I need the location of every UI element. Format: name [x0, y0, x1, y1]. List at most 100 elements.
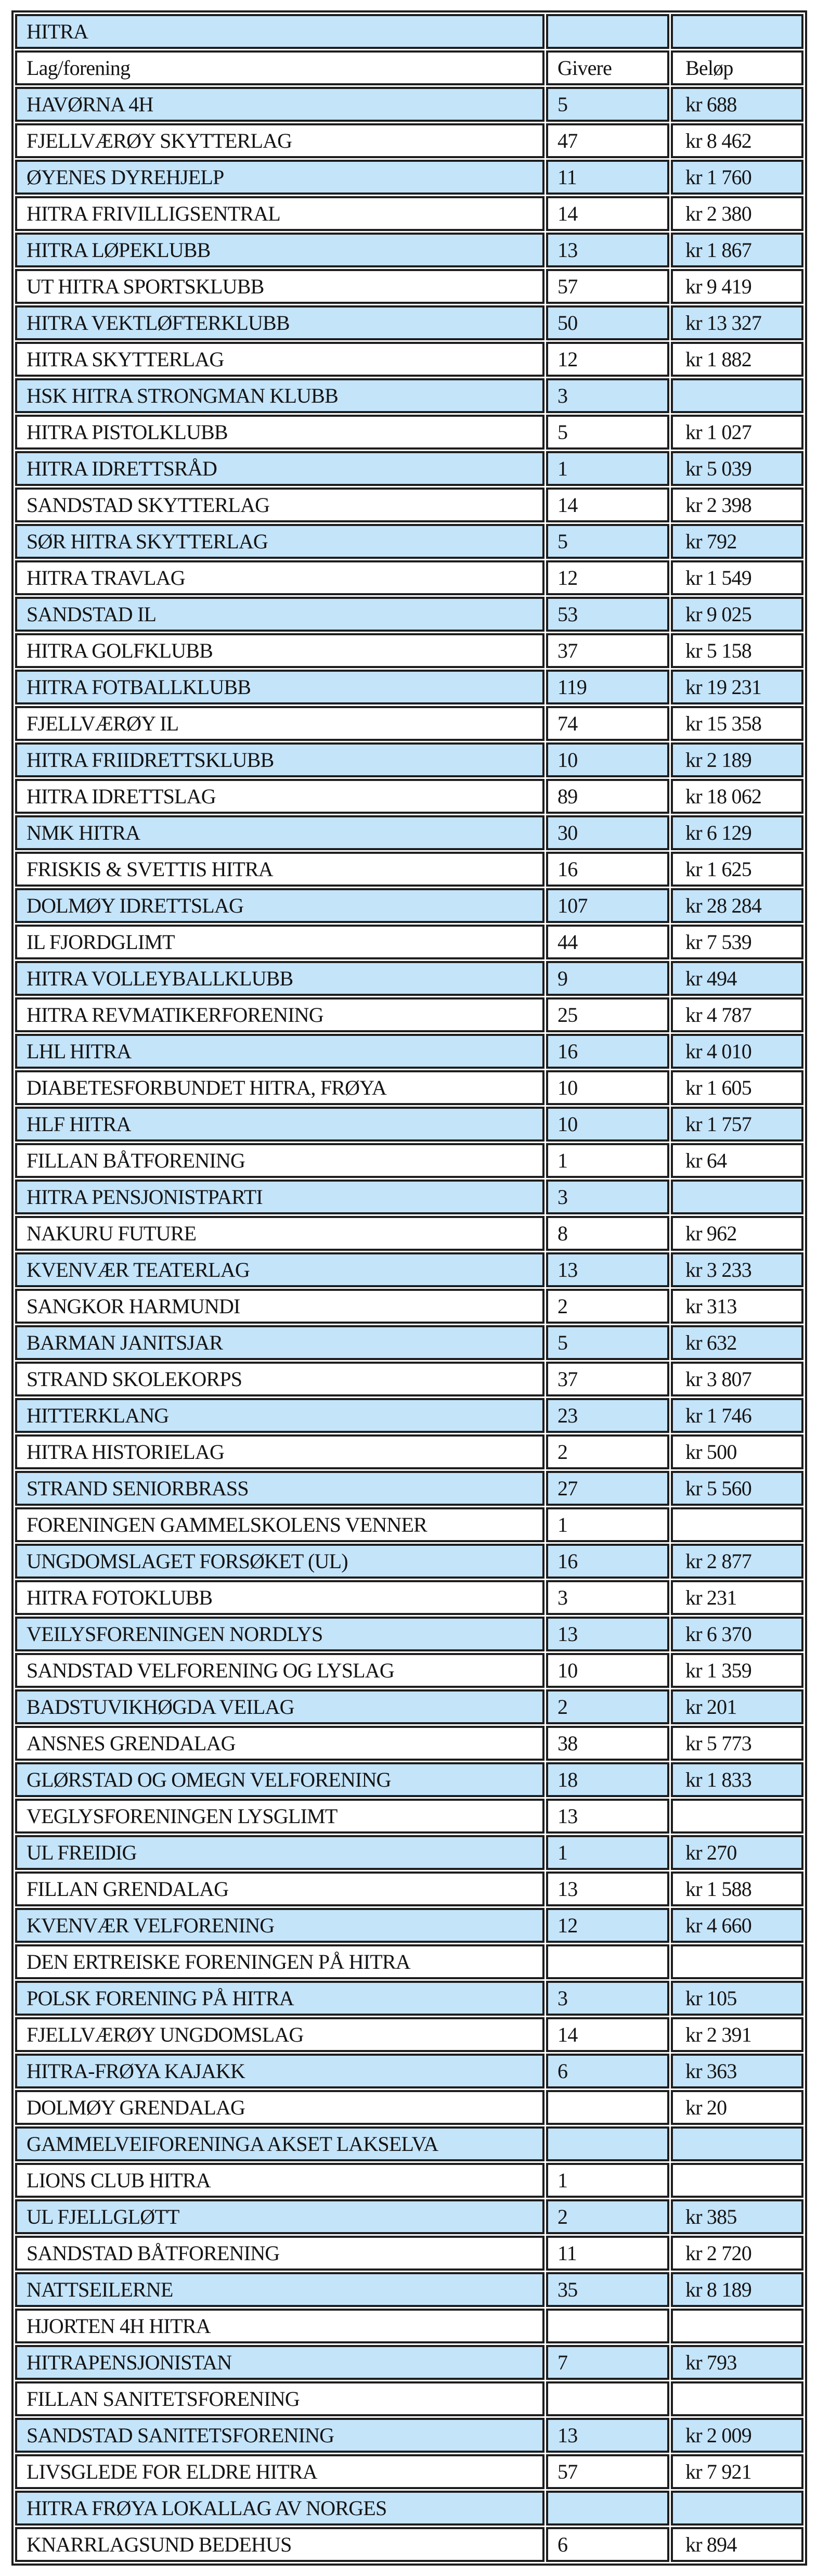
org-name-cell: FJELLVÆRØY IL	[15, 706, 544, 741]
givere-cell	[546, 2090, 669, 2125]
title-empty-cell	[546, 14, 669, 49]
org-name-cell: NAKURU FUTURE	[15, 1216, 544, 1251]
org-name-cell: HLF HITRA	[15, 1107, 544, 1142]
givere-cell: 119	[546, 670, 669, 704]
table-row: HITRA PISTOLKLUBB 5 kr 1 027	[15, 415, 803, 450]
belop-cell: kr 363	[671, 2054, 803, 2088]
table-row: HITRA SKYTTERLAG 12 kr 1 882	[15, 342, 803, 377]
org-name-cell: STRAND SENIORBRASS	[15, 1471, 544, 1506]
table-row: LHL HITRA 16 kr 4 010	[15, 1034, 803, 1069]
org-name-cell: SANDSTAD IL	[15, 597, 544, 632]
givere-cell: 8	[546, 1216, 669, 1251]
org-name-cell: DOLMØY IDRETTSLAG	[15, 888, 544, 923]
givere-cell: 53	[546, 597, 669, 632]
org-name-cell: HITRA PISTOLKLUBB	[15, 415, 544, 450]
table-row: FORENINGEN GAMMELSKOLENS VENNER 1	[15, 1507, 803, 1542]
givere-cell	[546, 2381, 669, 2416]
org-name-cell: HITRA REVMATIKERFORENING	[15, 997, 544, 1032]
givere-cell: 30	[546, 815, 669, 850]
org-name-cell: SANDSTAD VELFORENING OG LYSLAG	[15, 1653, 544, 1688]
org-name-cell: UNGDOMSLAGET FORSØKET (UL)	[15, 1544, 544, 1579]
org-name-cell: HITRA VEKTLØFTERKLUBB	[15, 305, 544, 340]
belop-cell: kr 4 787	[671, 997, 803, 1032]
org-name-cell: ANSNES GRENDALAG	[15, 1726, 544, 1761]
table-row: FJELLVÆRØY IL 74 kr 15 358	[15, 706, 803, 741]
belop-cell: kr 231	[671, 1580, 803, 1615]
givere-cell: 16	[546, 852, 669, 887]
givere-cell: 27	[546, 1471, 669, 1506]
org-name-cell: HITRA VOLLEYBALLKLUBB	[15, 961, 544, 996]
org-name-cell: HITRA FOTBALLKLUBB	[15, 670, 544, 704]
org-name-cell: HITRA HISTORIELAG	[15, 1434, 544, 1469]
table-row: FJELLVÆRØY SKYTTERLAG 47 kr 8 462	[15, 123, 803, 158]
belop-cell: kr 1 867	[671, 233, 803, 267]
table-row: UL FJELLGLØTT 2 kr 385	[15, 2199, 803, 2234]
org-name-cell: HAVØRNA 4H	[15, 87, 544, 122]
table-row: HLF HITRA 10 kr 1 757	[15, 1107, 803, 1142]
givere-cell: 74	[546, 706, 669, 741]
belop-cell: kr 28 284	[671, 888, 803, 923]
givere-cell: 3	[546, 1981, 669, 2016]
belop-cell: kr 2 398	[671, 488, 803, 522]
givere-cell: 10	[546, 1107, 669, 1142]
belop-cell: kr 1 833	[671, 1762, 803, 1797]
table-row: HAVØRNA 4H 5 kr 688	[15, 87, 803, 122]
org-name-cell: LHL HITRA	[15, 1034, 544, 1069]
belop-cell: kr 7 921	[671, 2454, 803, 2489]
belop-cell: kr 2 391	[671, 2017, 803, 2052]
org-name-cell: GAMMELVEIFORENINGA AKSET LAKSELVA	[15, 2126, 544, 2161]
table-row: HITRA PENSJONISTPARTI 3	[15, 1180, 803, 1214]
table-row: SANDSTAD VELFORENING OG LYSLAG 10 kr 1 359	[15, 1653, 803, 1688]
belop-cell: kr 3 807	[671, 1362, 803, 1396]
belop-cell: kr 270	[671, 1835, 803, 1870]
org-name-cell: UT HITRA SPORTSKLUBB	[15, 269, 544, 304]
givere-cell: 10	[546, 1070, 669, 1105]
belop-cell	[671, 1799, 803, 1834]
table-row: FILLAN GRENDALAG 13 kr 1 588	[15, 1872, 803, 1906]
belop-cell: kr 8 189	[671, 2272, 803, 2307]
table-row: HITRA FRIVILLIGSENTRAL 14 kr 2 380	[15, 196, 803, 231]
org-name-cell: GLØRSTAD OG OMEGN VELFORENING	[15, 1762, 544, 1797]
table-row: NATTSEILERNE 35 kr 8 189	[15, 2272, 803, 2307]
title-empty-cell	[671, 14, 803, 49]
table-row: SANDSTAD BÅTFORENING 11 kr 2 720	[15, 2236, 803, 2271]
table-row: HJORTEN 4H HITRA	[15, 2309, 803, 2343]
givere-cell: 50	[546, 305, 669, 340]
givere-cell: 12	[546, 342, 669, 377]
org-name-cell: FJELLVÆRØY SKYTTERLAG	[15, 123, 544, 158]
title-row: HITRA	[15, 14, 803, 49]
org-name-cell: ØYENES DYREHJELP	[15, 160, 544, 195]
belop-cell: kr 105	[671, 1981, 803, 2016]
table-row: VEGLYSFORENINGEN LYSGLIMT 13	[15, 1799, 803, 1834]
table-row: HITRA LØPEKLUBB 13 kr 1 867	[15, 233, 803, 267]
belop-cell: kr 1 549	[671, 560, 803, 595]
givere-cell: 1	[546, 1835, 669, 1870]
donations-table: HITRA Lag/forening Givere Beløp HAVØRNA …	[11, 10, 807, 2566]
org-name-cell: POLSK FORENING PÅ HITRA	[15, 1981, 544, 2016]
belop-cell: kr 1 625	[671, 852, 803, 887]
givere-cell	[546, 1944, 669, 1979]
table-row: FRISKIS & SVETTIS HITRA 16 kr 1 625	[15, 852, 803, 887]
org-name-cell: DEN ERTREISKE FORENINGEN PÅ HITRA	[15, 1944, 544, 1979]
table-row: KVENVÆR TEATERLAG 13 kr 3 233	[15, 1252, 803, 1287]
givere-cell: 13	[546, 1617, 669, 1651]
org-name-cell: HITRA FRIVILLIGSENTRAL	[15, 196, 544, 231]
org-name-cell: FRISKIS & SVETTIS HITRA	[15, 852, 544, 887]
belop-cell: kr 9 419	[671, 269, 803, 304]
givere-cell: 2	[546, 1689, 669, 1724]
belop-cell	[671, 2381, 803, 2416]
belop-cell	[671, 1507, 803, 1542]
givere-cell: 47	[546, 123, 669, 158]
org-name-cell: LIVSGLEDE FOR ELDRE HITRA	[15, 2454, 544, 2489]
belop-cell: kr 500	[671, 1434, 803, 1469]
givere-cell: 35	[546, 2272, 669, 2307]
org-name-cell: FILLAN SANITETSFORENING	[15, 2381, 544, 2416]
table-row: ANSNES GRENDALAG 38 kr 5 773	[15, 1726, 803, 1761]
belop-cell: kr 792	[671, 524, 803, 559]
table-row: ØYENES DYREHJELP 11 kr 1 760	[15, 160, 803, 195]
table-row: STRAND SKOLEKORPS 37 kr 3 807	[15, 1362, 803, 1396]
givere-cell: 38	[546, 1726, 669, 1761]
org-name-cell: HITRA FRIIDRETTSKLUBB	[15, 742, 544, 777]
givere-cell: 14	[546, 2017, 669, 2052]
